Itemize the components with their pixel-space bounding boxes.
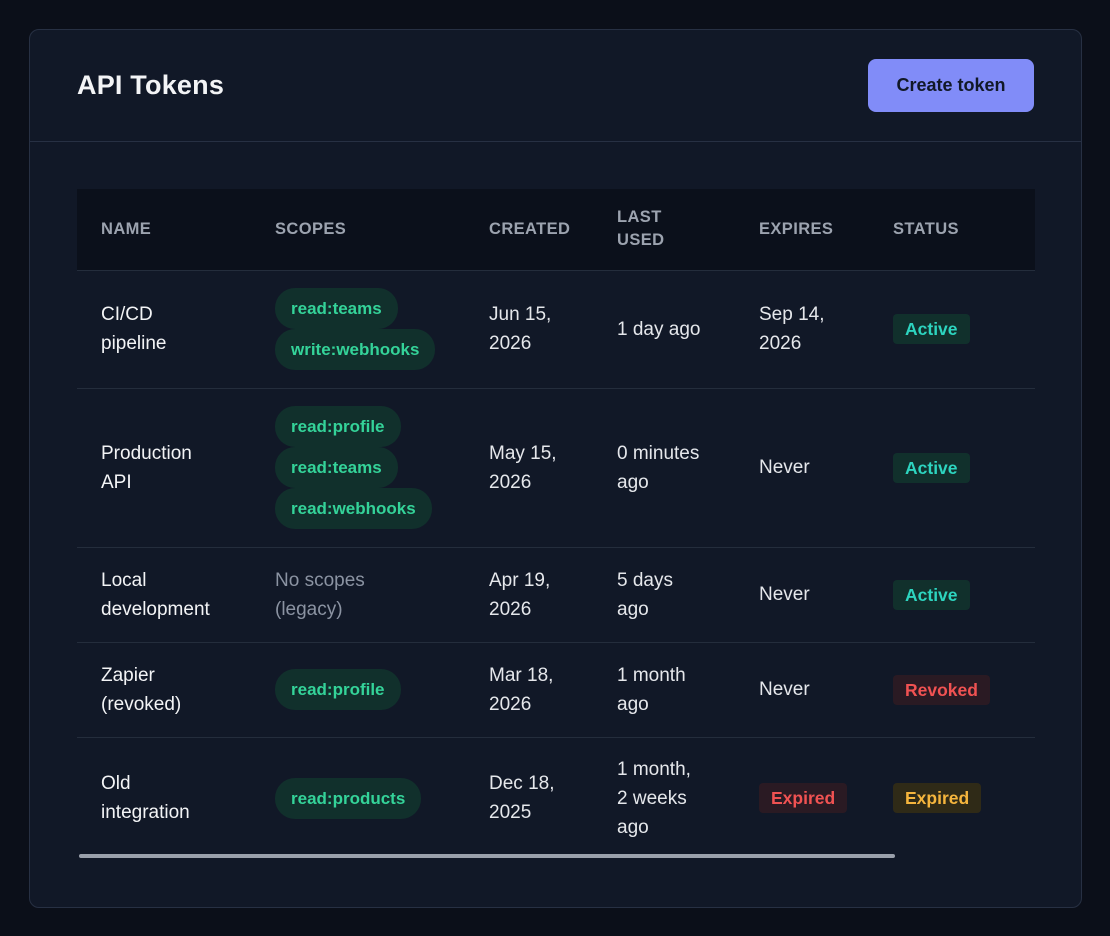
token-expires: Expired bbox=[735, 736, 869, 859]
column-header-status: STATUS bbox=[893, 219, 959, 238]
column-header-created: CREATED bbox=[489, 219, 571, 238]
table-row: CI/CD pipeline read:teams write:webhooks… bbox=[77, 269, 1035, 388]
column-header-expires: EXPIRES bbox=[759, 219, 834, 238]
create-token-button[interactable]: Create token bbox=[868, 59, 1034, 112]
token-created: Mar 18, 2026 bbox=[465, 641, 593, 737]
tokens-table: NAME SCOPES CREATED LAST USED EXPIRES ST… bbox=[77, 189, 1035, 859]
token-expires: Sep 14, 2026 bbox=[735, 269, 869, 388]
panel-header: API Tokens Create token bbox=[30, 30, 1081, 142]
token-created: Dec 18, 2025 bbox=[465, 736, 593, 859]
table-row: Zapier (revoked) read:profile Mar 18, 20… bbox=[77, 641, 1035, 737]
token-last-used: 1 month, 2 weeks ago bbox=[593, 736, 735, 859]
token-name: Zapier (revoked) bbox=[77, 641, 251, 737]
token-scopes: read:profile bbox=[251, 641, 465, 737]
tokens-table-container[interactable]: NAME SCOPES CREATED LAST USED EXPIRES ST… bbox=[77, 189, 1035, 859]
token-scopes-empty: No scopes (legacy) bbox=[251, 546, 465, 642]
token-name: CI/CD pipeline bbox=[77, 269, 251, 388]
scope-chip: write:webhooks bbox=[275, 329, 436, 370]
table-row: Production API read:profile read:teams r… bbox=[77, 387, 1035, 547]
column-header-scopes: SCOPES bbox=[275, 219, 347, 238]
scope-chip: read:webhooks bbox=[275, 488, 432, 529]
scope-chip: read:teams bbox=[275, 288, 398, 329]
status-badge: Revoked bbox=[893, 674, 990, 705]
expires-badge: Expired bbox=[759, 783, 848, 814]
token-scopes: read:products bbox=[251, 736, 465, 859]
scope-chip: read:products bbox=[275, 777, 422, 819]
token-expires: Never bbox=[735, 387, 869, 547]
token-created: May 15, 2026 bbox=[465, 387, 593, 547]
token-name: Local development bbox=[77, 546, 251, 642]
status-badge: Active bbox=[893, 314, 970, 344]
token-scopes: read:teams write:webhooks bbox=[251, 269, 465, 388]
token-last-used: 5 days ago bbox=[593, 546, 735, 642]
token-last-used: 1 day ago bbox=[593, 269, 735, 388]
scope-chip: read:teams bbox=[275, 447, 398, 488]
token-status: Expired bbox=[869, 736, 1035, 859]
token-status: Active bbox=[869, 269, 1035, 388]
status-badge: Expired bbox=[893, 783, 982, 814]
token-last-used: 1 month ago bbox=[593, 641, 735, 737]
column-header-name: NAME bbox=[101, 219, 152, 238]
token-created: Jun 15, 2026 bbox=[465, 269, 593, 388]
api-tokens-panel: API Tokens Create token NAME SCOPES CREA… bbox=[29, 29, 1082, 908]
column-header-last-used: LAST USED bbox=[617, 208, 665, 250]
table-row: Local development No scopes (legacy) Apr… bbox=[77, 546, 1035, 642]
token-created: Apr 19, 2026 bbox=[465, 546, 593, 642]
page-title: API Tokens bbox=[77, 70, 225, 100]
token-last-used: 0 minutes ago bbox=[593, 387, 735, 547]
scope-chip: read:profile bbox=[275, 406, 401, 447]
status-badge: Active bbox=[893, 579, 970, 610]
horizontal-scrollbar[interactable] bbox=[79, 854, 895, 858]
token-scopes: read:profile read:teams read:webhooks bbox=[251, 387, 465, 547]
token-status: Active bbox=[869, 546, 1035, 642]
token-status: Active bbox=[869, 387, 1035, 547]
token-name: Old integration bbox=[77, 736, 251, 859]
token-expires: Never bbox=[735, 641, 869, 737]
token-name: Production API bbox=[77, 387, 251, 547]
token-status: Revoked bbox=[869, 641, 1035, 737]
status-badge: Active bbox=[893, 452, 970, 483]
table-header-row: NAME SCOPES CREATED LAST USED EXPIRES ST… bbox=[77, 189, 1035, 270]
scope-chip: read:profile bbox=[275, 669, 401, 710]
table-row: Old integration read:products Dec 18, 20… bbox=[77, 736, 1035, 859]
token-expires: Never bbox=[735, 546, 869, 642]
